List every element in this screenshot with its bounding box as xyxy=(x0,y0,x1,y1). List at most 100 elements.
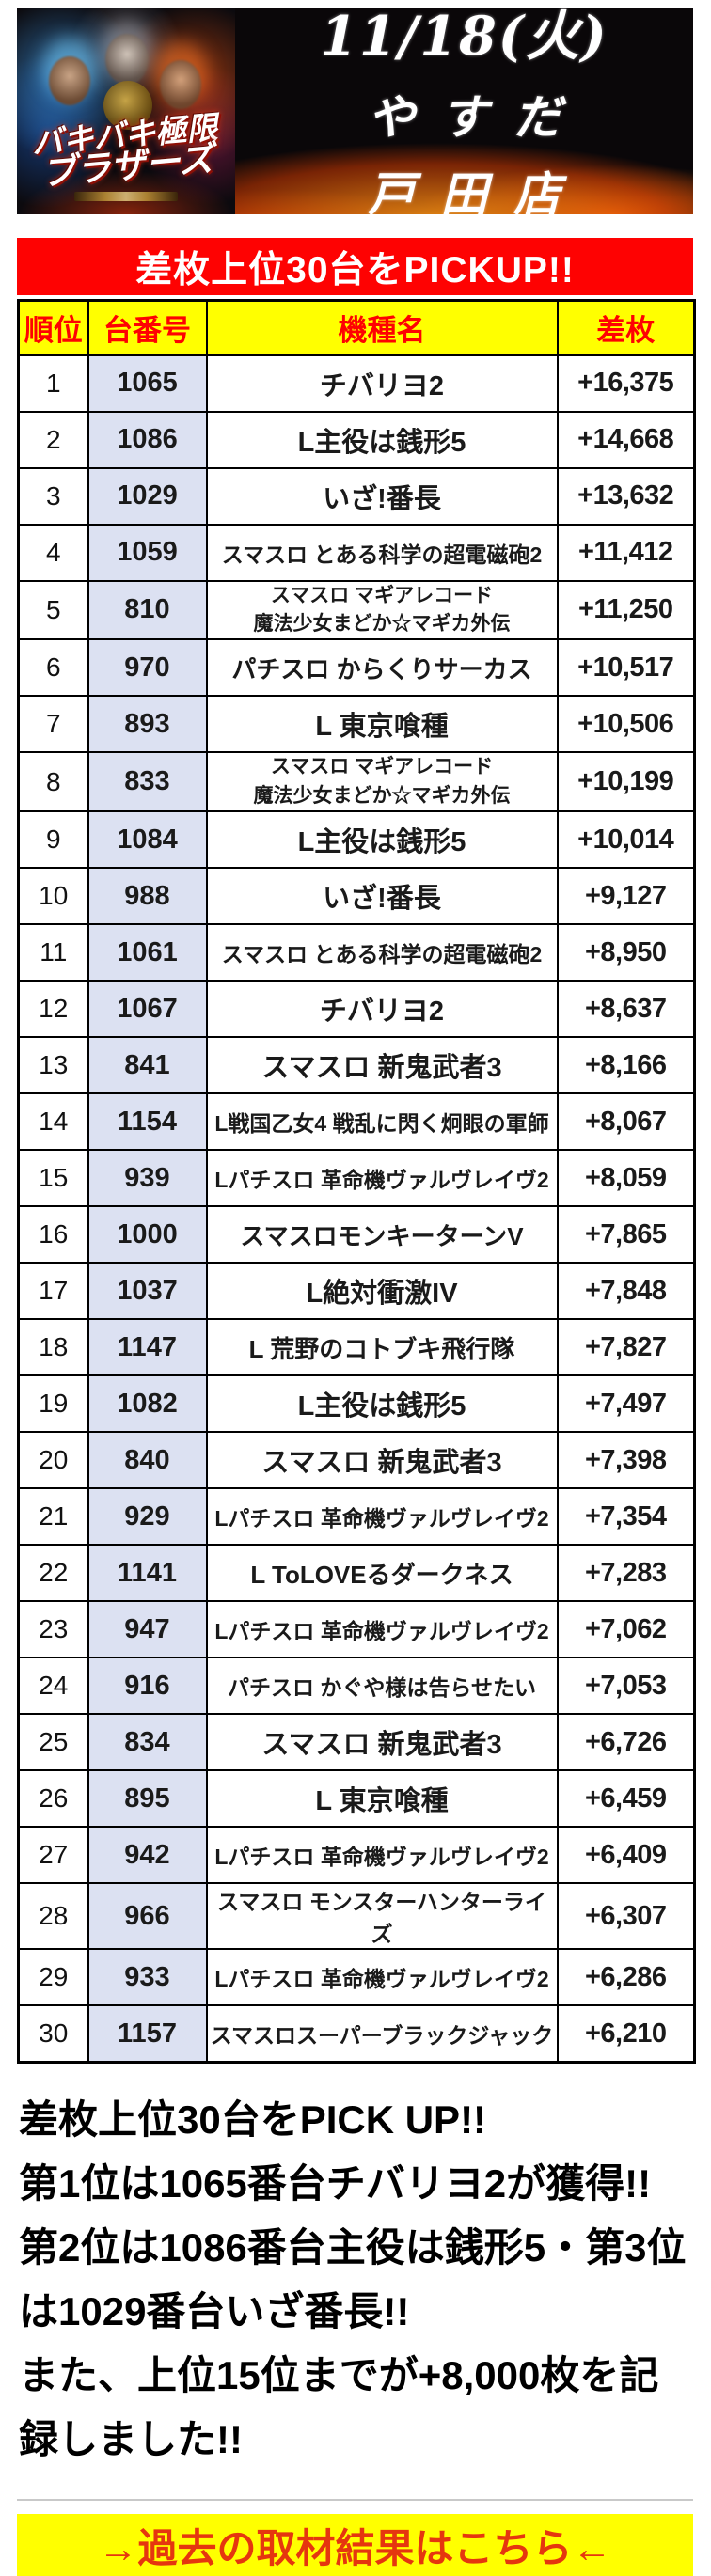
machine-number-cell: 933 xyxy=(87,1948,208,2007)
machine-name-cell: L絶対衝激IV xyxy=(205,1262,559,1321)
machine-name-cell: スマスロ とある科学の超電磁砲2 xyxy=(205,523,559,582)
diff-cell: +11,412 xyxy=(556,523,696,582)
rank-cell: 23 xyxy=(17,1600,89,1659)
machine-name-cell: L主役は銭形5 xyxy=(205,1374,559,1434)
rank-cell: 26 xyxy=(17,1769,89,1829)
table-row: 25 834 スマスロ 新鬼武者3 +6,726 xyxy=(17,1713,696,1772)
diff-cell: +6,726 xyxy=(556,1713,696,1772)
summary-text: 差枚上位30台をPICK UP!! 第1位は1065番台チバリヨ2が獲得!! 第… xyxy=(19,2088,696,2472)
rank-cell: 29 xyxy=(17,1948,89,2007)
footer: →過去の取材結果はこちら← xyxy=(0,2499,711,2576)
store-name-line1: やすだ xyxy=(368,89,587,145)
machine-name-cell: チバリヨ2 xyxy=(205,353,559,413)
diff-cell: +10,506 xyxy=(556,695,696,754)
table-row: 17 1037 L絶対衝激IV +7,848 xyxy=(17,1262,696,1321)
machine-number-cell: 966 xyxy=(87,1882,208,1951)
date-text: 11/18(火) xyxy=(320,8,608,68)
table-row: 9 1084 L主役は銭形5 +10,014 xyxy=(17,810,696,870)
table-row: 4 1059 スマスロ とある科学の超電磁砲2 +11,412 xyxy=(17,523,696,582)
machine-number-cell: 833 xyxy=(87,751,208,813)
machine-name-cell: スマスロ モンスターハンターライズ xyxy=(205,1882,559,1951)
machine-number-cell: 810 xyxy=(87,579,208,641)
rank-cell: 19 xyxy=(17,1374,89,1434)
diff-cell: +7,497 xyxy=(556,1374,696,1434)
machine-name-cell: チバリヨ2 xyxy=(205,980,559,1039)
diff-cell: +8,067 xyxy=(556,1092,696,1152)
past-results-link[interactable]: →過去の取材結果はこちら← xyxy=(17,2514,693,2576)
machine-name-cell: スマスロモンキーターンV xyxy=(205,1205,559,1264)
rank-cell: 25 xyxy=(17,1713,89,1772)
rank-cell: 10 xyxy=(17,867,89,926)
column-header-machine-number: 台番号 xyxy=(87,299,208,356)
diff-cell: +7,283 xyxy=(556,1544,696,1603)
diff-cell: +7,398 xyxy=(556,1431,696,1490)
table-row: 7 893 L 東京喰種 +10,506 xyxy=(17,695,696,754)
rank-cell: 18 xyxy=(17,1318,89,1377)
rank-cell: 8 xyxy=(17,751,89,813)
rank-cell: 28 xyxy=(17,1882,89,1951)
diff-cell: +7,354 xyxy=(556,1487,696,1547)
machine-number-cell: 916 xyxy=(87,1657,208,1716)
machine-number-cell: 1147 xyxy=(87,1318,208,1377)
diff-cell: +14,668 xyxy=(556,410,696,469)
machine-name-cell: スマスロ とある科学の超電磁砲2 xyxy=(205,923,559,982)
machine-number-cell: 988 xyxy=(87,867,208,926)
event-banner: バキバキ極限 ブラザーズ 11/18(火) やすだ 戸田店 xyxy=(17,8,693,214)
medal-icon xyxy=(103,81,152,130)
table-row: 13 841 スマスロ 新鬼武者3 +8,166 xyxy=(17,1036,696,1095)
diff-cell: +7,865 xyxy=(556,1205,696,1264)
summary-line: 第2位は1086番台主役は銭形5・第3位は1029番台いざ番長!! xyxy=(19,2224,687,2333)
table-row: 10 988 いざ!番長 +9,127 xyxy=(17,867,696,926)
machine-number-cell: 1059 xyxy=(87,523,208,582)
machine-name-cell: スマスロ 新鬼武者3 xyxy=(205,1713,559,1772)
rank-cell: 17 xyxy=(17,1262,89,1321)
machine-name-cell: Lパチスロ 革命機ヴァルヴレイヴ2 xyxy=(205,1149,559,1208)
machine-name-cell: L ToLOVEるダークネス xyxy=(205,1544,559,1603)
table-row: 15 939 Lパチスロ 革命機ヴァルヴレイヴ2 +8,059 xyxy=(17,1149,696,1208)
rank-cell: 27 xyxy=(17,1826,89,1885)
diff-cell: +6,210 xyxy=(556,2004,696,2064)
machine-number-cell: 840 xyxy=(87,1431,208,1490)
banner-text-block: 11/18(火) やすだ 戸田店 xyxy=(235,8,693,214)
divider xyxy=(17,2499,693,2501)
machine-number-cell: 1029 xyxy=(87,466,208,526)
rank-cell: 22 xyxy=(17,1544,89,1603)
machine-number-cell: 1037 xyxy=(87,1262,208,1321)
machine-name-cell: スマスロ マギアレコード 魔法少女まどか☆マギカ外伝 xyxy=(205,579,559,641)
machine-name-cell: L主役は銭形5 xyxy=(205,810,559,870)
diff-cell: +9,127 xyxy=(556,867,696,926)
machine-name-cell: スマスロスーパーブラックジャック xyxy=(205,2004,559,2064)
rank-cell: 3 xyxy=(17,466,89,526)
summary-line: また、上位15位までが+8,000枚を記録しました!! xyxy=(19,2352,659,2461)
machine-number-cell: 834 xyxy=(87,1713,208,1772)
ranking-table: 順位 台番号 機種名 差枚 1 1065 チバリヨ2 +16,375 2 1086 L主役は… xyxy=(17,299,696,2064)
machine-number-cell: 1065 xyxy=(87,353,208,413)
diff-cell: +8,059 xyxy=(556,1149,696,1208)
table-row: 28 966 スマスロ モンスターハンターライズ +6,307 xyxy=(17,1882,696,1951)
demon-character-icon xyxy=(105,34,149,85)
diff-cell: +8,637 xyxy=(556,980,696,1039)
diff-cell: +11,250 xyxy=(556,579,696,641)
machine-number-cell: 939 xyxy=(87,1149,208,1208)
table-row: 22 1141 L ToLOVEるダークネス +7,283 xyxy=(17,1544,696,1603)
table-row: 29 933 Lパチスロ 革命機ヴァルヴレイヴ2 +6,286 xyxy=(17,1948,696,2007)
event-subtitle-strip xyxy=(74,192,178,201)
machine-number-cell: 1154 xyxy=(87,1092,208,1152)
table-row: 18 1147 L 荒野のコトブキ飛行隊 +7,827 xyxy=(17,1318,696,1377)
column-header-diff: 差枚 xyxy=(556,299,696,356)
rank-cell: 13 xyxy=(17,1036,89,1095)
rank-cell: 5 xyxy=(17,579,89,641)
column-header-rank: 順位 xyxy=(17,299,89,356)
machine-name-cell: L戦国乙女4 戦乱に閃く炯眼の軍師 xyxy=(205,1092,559,1152)
machine-number-cell: 1000 xyxy=(87,1205,208,1264)
rank-cell: 2 xyxy=(17,410,89,469)
diff-cell: +7,053 xyxy=(556,1657,696,1716)
rank-cell: 1 xyxy=(17,353,89,413)
rank-cell: 12 xyxy=(17,980,89,1039)
machine-number-cell: 970 xyxy=(87,638,208,698)
rank-cell: 14 xyxy=(17,1092,89,1152)
past-results-label: →過去の取材結果はこちら← xyxy=(98,2525,612,2570)
machine-number-cell: 841 xyxy=(87,1036,208,1095)
rank-cell: 15 xyxy=(17,1149,89,1208)
